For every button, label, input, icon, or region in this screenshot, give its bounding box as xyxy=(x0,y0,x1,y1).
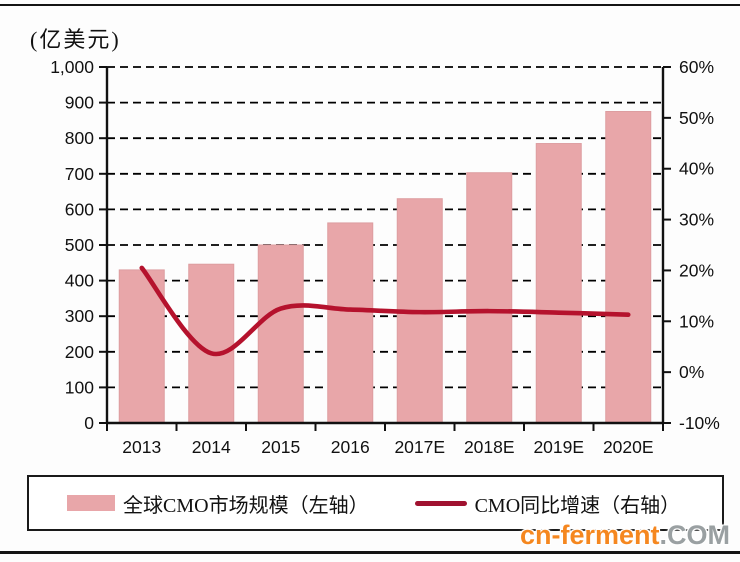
legend-line-label: CMO同比增速（右轴） xyxy=(474,494,681,517)
combo-chart: 0 100 200 300 400 500 600 700 800 900 1,000 -10% 0% 1… xyxy=(50,57,720,457)
svg-text:2016: 2016 xyxy=(331,437,370,457)
legend-bar-label: 全球CMO市场规模（左轴） xyxy=(123,494,369,517)
svg-text:50%: 50% xyxy=(679,108,714,128)
svg-text:800: 800 xyxy=(65,128,94,148)
watermark: cn-ferment.COM xyxy=(520,520,730,551)
svg-text:20%: 20% xyxy=(679,260,714,280)
svg-text:40%: 40% xyxy=(679,159,714,179)
svg-text:900: 900 xyxy=(65,93,94,113)
svg-text:60%: 60% xyxy=(679,57,714,77)
bottom-divider xyxy=(0,551,740,554)
legend-line-swatch xyxy=(414,500,467,506)
top-divider xyxy=(0,4,740,6)
svg-text:2020E: 2020E xyxy=(603,437,654,457)
svg-text:2018E: 2018E xyxy=(464,437,515,457)
bar-series xyxy=(118,111,652,424)
svg-text:2013: 2013 xyxy=(122,437,161,457)
svg-text:600: 600 xyxy=(65,199,94,219)
watermark-primary: cn-ferment xyxy=(519,520,660,550)
left-axis-unit-label: (亿美元) xyxy=(30,27,121,52)
svg-text:1,000: 1,000 xyxy=(50,57,94,77)
watermark-secondary: .COM xyxy=(659,520,731,550)
svg-text:2019E: 2019E xyxy=(533,437,584,457)
svg-text:2017E: 2017E xyxy=(394,437,445,457)
svg-text:2015: 2015 xyxy=(261,437,300,457)
axis-tick-labels: 0 100 200 300 400 500 600 700 800 900 1,000 -10% 0% 1… xyxy=(50,57,720,457)
svg-text:10%: 10% xyxy=(679,311,714,331)
svg-text:300: 300 xyxy=(65,306,94,326)
svg-text:-10%: -10% xyxy=(679,413,720,433)
svg-text:700: 700 xyxy=(65,164,94,184)
svg-text:400: 400 xyxy=(65,271,94,291)
svg-text:200: 200 xyxy=(65,342,94,362)
svg-text:2014: 2014 xyxy=(192,437,231,457)
svg-text:500: 500 xyxy=(65,235,94,255)
legend: 全球CMO市场规模（左轴） CMO同比增速（右轴） xyxy=(27,475,724,531)
svg-text:0: 0 xyxy=(84,413,94,433)
growth-line-series xyxy=(139,265,631,357)
legend-bar-swatch xyxy=(67,495,115,511)
axes xyxy=(99,66,671,431)
svg-text:100: 100 xyxy=(65,377,94,397)
svg-text:30%: 30% xyxy=(679,210,714,230)
svg-text:0%: 0% xyxy=(679,362,704,382)
